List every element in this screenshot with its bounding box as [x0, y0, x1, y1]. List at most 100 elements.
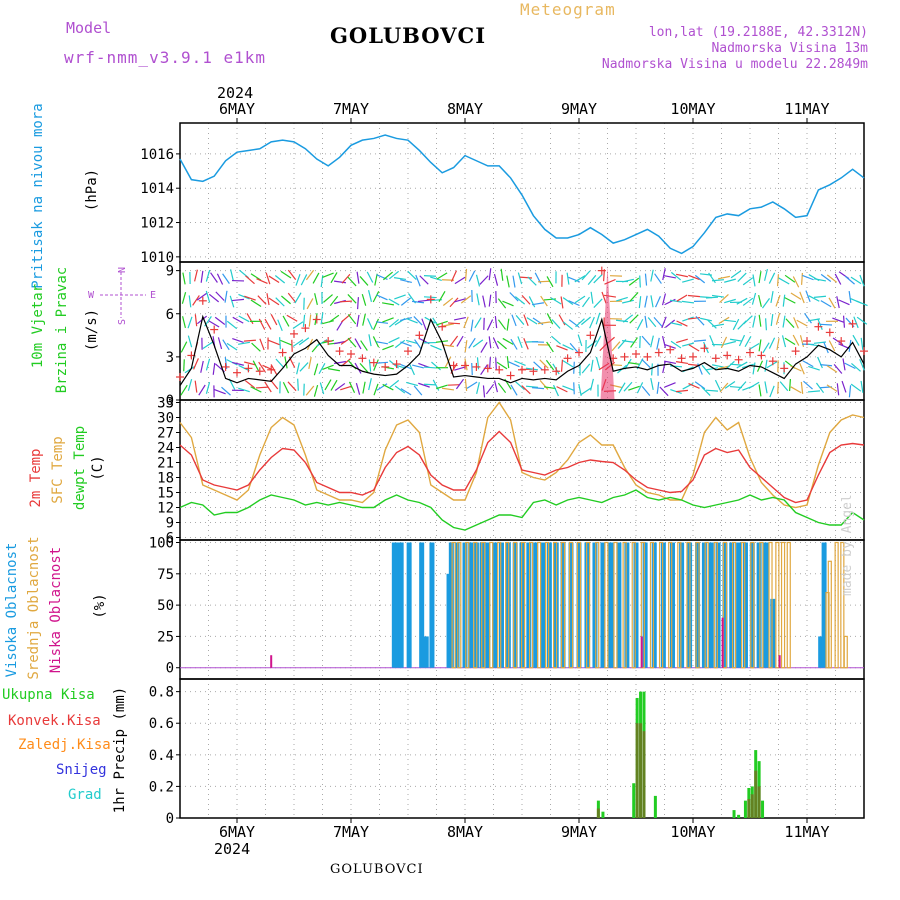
wind-arrow	[718, 275, 730, 280]
wind-arrow	[232, 361, 244, 366]
wind-arrow	[560, 296, 564, 309]
precip-label-snow: Snijeg	[56, 762, 107, 778]
wind-arrow	[622, 278, 634, 283]
wind-arrow	[205, 290, 211, 303]
panel-frame	[179, 678, 865, 819]
wind-arrow	[423, 274, 437, 277]
wind-arrow	[695, 315, 705, 326]
wind-arrow	[644, 315, 648, 328]
wind-arrow	[330, 379, 338, 391]
y-tick-label: 25	[157, 629, 174, 645]
wind-arrow	[355, 382, 361, 395]
cloud-mid-bar	[560, 541, 566, 669]
wind-arrow	[205, 269, 211, 282]
wind-arrow	[790, 386, 802, 394]
precip-label-frozen: Zaledj.Kisa	[18, 737, 111, 753]
wind-arrow	[778, 277, 790, 285]
wind-arrow	[805, 290, 811, 302]
wind-arrow	[423, 383, 437, 386]
y-tick-label: 27	[157, 426, 174, 442]
axis-labels: 6MAY 6MAY 7MAY 7MAY 8MAY 8MAY 9MAY 9MAY 10MAY 10M…	[2, 100, 830, 841]
wind-unit: (m/s)	[84, 309, 100, 351]
wind-arrow	[200, 360, 204, 373]
wind-arrow	[472, 339, 484, 348]
wind-arrow	[244, 295, 256, 301]
wind-arrow	[334, 382, 346, 391]
wind-arrow	[641, 335, 651, 346]
cloud-mid-bar	[451, 541, 456, 669]
wind-arrow	[543, 386, 557, 390]
temp-unit: (C)	[90, 455, 106, 480]
wind-arrow	[537, 280, 551, 283]
pressure-unit: (hPa)	[84, 169, 100, 211]
wind-arrow	[454, 366, 466, 371]
wind-arrow	[676, 338, 688, 344]
wind-arrow	[650, 269, 654, 282]
wind-arrow	[575, 318, 585, 328]
wind-arrow	[848, 290, 852, 303]
wind-arrow	[819, 364, 833, 367]
wind-arrow	[300, 274, 308, 286]
precip-total-bar	[632, 783, 636, 818]
wind-arrow	[664, 298, 676, 306]
cloud-high-bar	[560, 542, 566, 668]
wind-arrow	[712, 364, 724, 368]
wind-arrow	[341, 273, 351, 284]
wind-arrow	[305, 385, 315, 396]
wind-arrow	[724, 298, 736, 304]
wind-arrow	[758, 339, 762, 352]
cloud-high-bar	[821, 542, 827, 668]
y-tick-label: 6	[166, 531, 174, 547]
wind-arrow	[216, 273, 224, 285]
wind-arrow	[676, 320, 688, 327]
wind-arrow	[670, 340, 682, 349]
cloud-mid-bar	[521, 541, 526, 669]
wind-arrow	[514, 296, 526, 305]
wind-arrow	[359, 362, 369, 373]
wind-arrow	[656, 381, 660, 394]
wind-arrow	[348, 381, 356, 393]
wind-arrow	[252, 360, 260, 372]
cloud-mid-bar	[695, 541, 700, 669]
wind-arrow	[856, 316, 868, 325]
wind-arrow	[785, 318, 795, 328]
cloud-mid-bar	[631, 541, 636, 669]
x-tick-label-bottom: 11MAY	[784, 823, 829, 841]
wind-arrow	[580, 387, 592, 396]
cloud-mid-bar	[713, 541, 718, 669]
cloud-mid-bar	[595, 541, 600, 669]
wind-arrow	[282, 315, 290, 327]
wind-arrow	[675, 389, 689, 393]
wind-arrow	[711, 323, 725, 327]
wind-arrow	[574, 275, 586, 283]
wind-arrow	[752, 362, 756, 375]
wind-arrow	[587, 274, 597, 285]
wind-arrow	[497, 298, 507, 309]
wind-arrow	[388, 298, 400, 306]
cloud-low-bar	[640, 636, 643, 668]
wind-arrow	[413, 316, 423, 326]
wind-arrow	[287, 269, 297, 280]
wind-arrow	[639, 275, 641, 288]
cloud-high-bar	[419, 542, 425, 668]
wind-arrow	[775, 312, 781, 325]
wind-arrow	[394, 385, 406, 394]
wind-arrow	[589, 316, 595, 329]
wind-arrow	[361, 294, 367, 306]
wind-arrow	[366, 271, 374, 283]
x-tick-label-top: 8MAY	[447, 100, 483, 118]
wind-arrow	[441, 387, 455, 391]
wind-arrow	[265, 272, 271, 285]
wind-arrow	[828, 297, 836, 309]
cloud-high-bar	[546, 542, 552, 668]
cloud-high-bar	[763, 542, 769, 668]
wind-arrow	[284, 356, 288, 369]
wind-arrow	[374, 273, 378, 286]
wind-arrow	[372, 336, 380, 348]
cloud-high-bar	[736, 542, 742, 668]
wind-arrow	[323, 294, 333, 303]
wind-arrow	[447, 384, 461, 386]
wind-arrow	[694, 381, 706, 390]
y-tick-label: 6	[166, 307, 174, 323]
